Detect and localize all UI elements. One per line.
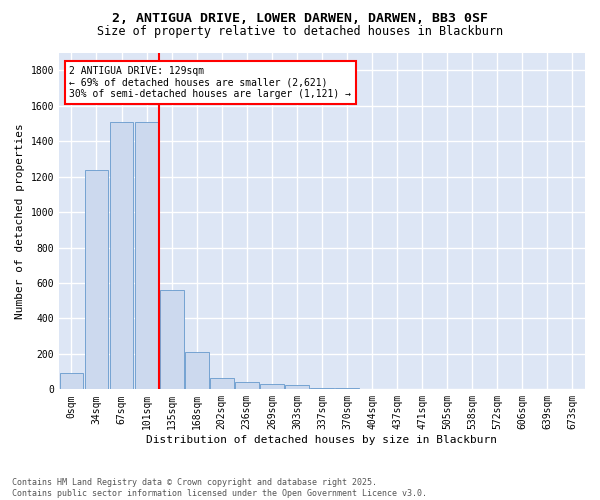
Bar bbox=[285, 385, 309, 390]
Y-axis label: Number of detached properties: Number of detached properties bbox=[15, 123, 25, 319]
Text: 2 ANTIGUA DRIVE: 129sqm
← 69% of detached houses are smaller (2,621)
30% of semi: 2 ANTIGUA DRIVE: 129sqm ← 69% of detache… bbox=[70, 66, 352, 99]
Bar bbox=[335, 388, 359, 390]
Text: 2, ANTIGUA DRIVE, LOWER DARWEN, DARWEN, BB3 0SF: 2, ANTIGUA DRIVE, LOWER DARWEN, DARWEN, … bbox=[112, 12, 488, 26]
Bar bbox=[235, 382, 259, 390]
Bar bbox=[185, 352, 209, 390]
Bar bbox=[110, 122, 133, 390]
X-axis label: Distribution of detached houses by size in Blackburn: Distribution of detached houses by size … bbox=[146, 435, 497, 445]
Bar bbox=[310, 388, 334, 390]
Bar bbox=[59, 374, 83, 390]
Bar bbox=[260, 384, 284, 390]
Text: Contains HM Land Registry data © Crown copyright and database right 2025.
Contai: Contains HM Land Registry data © Crown c… bbox=[12, 478, 427, 498]
Bar bbox=[134, 122, 158, 390]
Bar bbox=[160, 290, 184, 390]
Bar bbox=[210, 378, 233, 390]
Text: Size of property relative to detached houses in Blackburn: Size of property relative to detached ho… bbox=[97, 25, 503, 38]
Bar bbox=[360, 389, 384, 390]
Bar bbox=[85, 170, 109, 390]
